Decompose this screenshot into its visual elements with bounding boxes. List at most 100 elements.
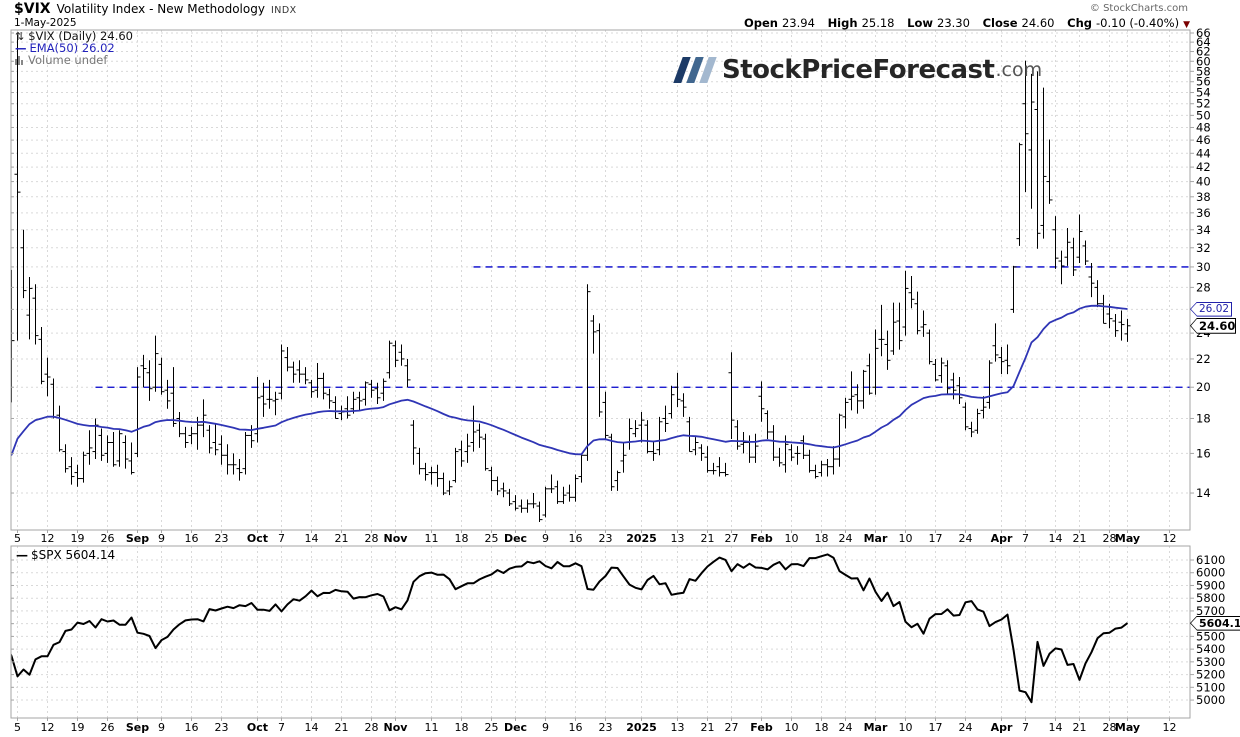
svg-text:11: 11 xyxy=(425,721,439,734)
ema-tag-fill xyxy=(1191,302,1231,316)
open-label: Open xyxy=(743,16,778,30)
svg-text:16: 16 xyxy=(185,721,199,734)
svg-text:18: 18 xyxy=(455,532,469,545)
svg-text:13: 13 xyxy=(671,721,685,734)
svg-text:5: 5 xyxy=(14,532,21,545)
svg-text:10: 10 xyxy=(785,721,799,734)
chart-title: $VIX Volatility Index - New Methodology IN… xyxy=(14,1,297,17)
svg-text:62: 62 xyxy=(1196,45,1211,59)
svg-text:11: 11 xyxy=(425,532,439,545)
high-label: High xyxy=(827,16,858,30)
svg-text:Oct: Oct xyxy=(247,721,268,734)
svg-text:12: 12 xyxy=(41,721,55,734)
svg-text:48: 48 xyxy=(1196,120,1211,134)
svg-text:21: 21 xyxy=(701,721,715,734)
svg-text:21: 21 xyxy=(1073,721,1087,734)
svg-text:24: 24 xyxy=(839,532,853,545)
svg-text:14: 14 xyxy=(1196,486,1211,500)
spx-panel xyxy=(11,553,1129,704)
symbol-label: $VIX xyxy=(14,1,51,17)
svg-text:5300: 5300 xyxy=(1196,655,1225,669)
svg-text:Sep: Sep xyxy=(126,532,149,545)
svg-text:58: 58 xyxy=(1196,64,1211,78)
spx-panel-frame xyxy=(10,545,1191,719)
svg-text:23: 23 xyxy=(599,532,613,545)
chart-date: 1-May-2025 xyxy=(14,17,77,29)
svg-text:12: 12 xyxy=(1163,532,1177,545)
axes: 5 5 12 12 19 19 26 26 Sep Sep 9 9 16 16 23 23 Oct Oct 7 7 14… xyxy=(10,26,1225,734)
svg-text:Nov: Nov xyxy=(384,532,409,545)
spx-line-swatch: — xyxy=(16,548,28,562)
svg-text:5100: 5100 xyxy=(1196,680,1225,694)
svg-text:Dec: Dec xyxy=(504,721,527,734)
svg-text:24: 24 xyxy=(959,532,973,545)
svg-text:19: 19 xyxy=(71,721,85,734)
svg-text:17: 17 xyxy=(929,721,943,734)
spx-legend-text: $SPX 5604.14 xyxy=(31,548,116,562)
ema-line-swatch: — xyxy=(15,41,27,55)
svg-text:17: 17 xyxy=(929,532,943,545)
ema-legend: — EMA(50) 26.02 xyxy=(15,41,115,55)
low-value: 23.30 xyxy=(937,16,970,30)
svg-text:9: 9 xyxy=(542,721,549,734)
svg-text:14: 14 xyxy=(305,532,319,545)
svg-text:23: 23 xyxy=(215,532,229,545)
spx-price-tag: 5604.14 xyxy=(1190,615,1240,631)
svg-text:50: 50 xyxy=(1196,108,1211,122)
svg-text:9: 9 xyxy=(158,721,165,734)
svg-text:18: 18 xyxy=(815,532,829,545)
watermark-logo: StockPriceForecast .com xyxy=(673,55,1043,85)
svg-text:10: 10 xyxy=(899,721,913,734)
ema50-line xyxy=(11,304,1128,457)
svg-text:6100: 6100 xyxy=(1196,553,1225,567)
svg-text:25: 25 xyxy=(485,721,499,734)
svg-text:38: 38 xyxy=(1196,190,1211,204)
svg-text:6000: 6000 xyxy=(1196,566,1225,580)
svg-text:5700: 5700 xyxy=(1196,604,1225,618)
svg-text:May: May xyxy=(1115,721,1140,734)
svg-text:Mar: Mar xyxy=(864,532,888,545)
svg-text:14: 14 xyxy=(1049,532,1063,545)
svg-text:Dec: Dec xyxy=(504,532,527,545)
svg-text:9: 9 xyxy=(542,532,549,545)
svg-text:23: 23 xyxy=(599,721,613,734)
svg-text:Mar: Mar xyxy=(864,721,888,734)
spx-tag-value: 5604.14 xyxy=(1199,616,1240,630)
svg-text:40: 40 xyxy=(1196,175,1211,189)
svg-text:5200: 5200 xyxy=(1196,668,1225,682)
svg-text:52: 52 xyxy=(1196,97,1211,111)
svg-text:18: 18 xyxy=(455,721,469,734)
volume-legend-text: Volume undef xyxy=(28,53,108,67)
vix-legend: ⇅ $VIX (Daily) 24.60 xyxy=(15,29,133,43)
svg-text:5400: 5400 xyxy=(1196,642,1225,656)
svg-text:28: 28 xyxy=(365,532,379,545)
svg-text:5000: 5000 xyxy=(1196,693,1225,707)
ohlc-bars xyxy=(11,34,1131,522)
last-price-tag: 24.60 xyxy=(1190,317,1236,334)
svg-text:Sep: Sep xyxy=(126,721,149,734)
watermark-text: StockPriceForecast xyxy=(722,55,995,85)
svg-text:21: 21 xyxy=(701,532,715,545)
close-label: Close xyxy=(982,16,1018,30)
spx-line xyxy=(11,553,1129,704)
vix-legend-text: $VIX (Daily) 24.60 xyxy=(28,29,133,43)
svg-text:28: 28 xyxy=(1196,280,1211,294)
svg-text:7: 7 xyxy=(1022,532,1029,545)
svg-text:20: 20 xyxy=(1196,380,1211,394)
svg-text:5800: 5800 xyxy=(1196,591,1225,605)
svg-text:24: 24 xyxy=(839,721,853,734)
last-price-tag-value: 24.60 xyxy=(1199,318,1236,333)
svg-text:Apr: Apr xyxy=(991,721,1013,734)
svg-text:14: 14 xyxy=(305,721,319,734)
last-price-tag-fill xyxy=(1191,318,1235,333)
low-label: Low xyxy=(907,16,934,30)
svg-text:64: 64 xyxy=(1196,35,1211,49)
watermark-suffix: .com xyxy=(995,59,1043,81)
svg-text:16: 16 xyxy=(1196,446,1211,460)
chg-value: -0.10 (-0.40%) xyxy=(1096,16,1180,30)
bar-style-icon: ⇅ xyxy=(15,30,25,43)
ema-price-tag: 26.02 xyxy=(1190,301,1232,317)
svg-text:28: 28 xyxy=(365,721,379,734)
